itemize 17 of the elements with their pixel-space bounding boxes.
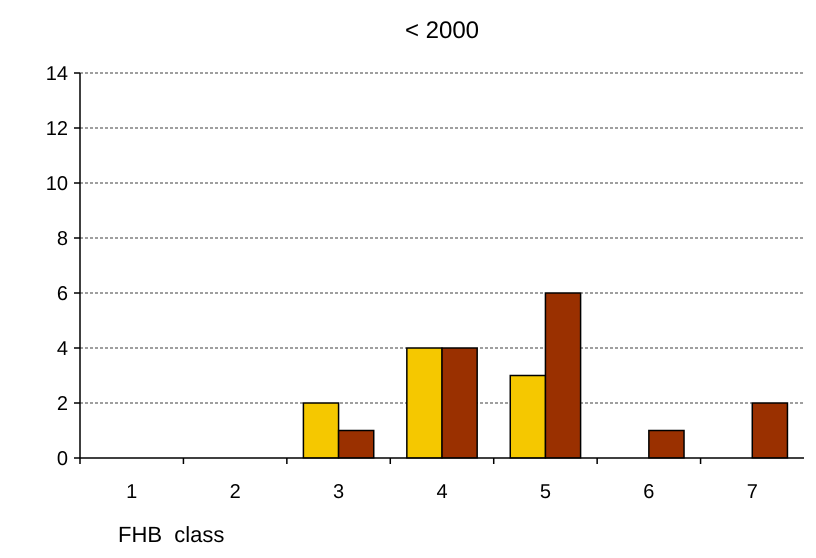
y-tick-label: 6 (56, 283, 68, 305)
y-tick-label: 4 (56, 338, 68, 360)
x-tick-label: 3 (333, 481, 344, 503)
x-tick-label: 6 (643, 481, 654, 503)
y-tick-label: 2 (56, 393, 68, 415)
y-tick-label: 12 (46, 118, 68, 140)
x-tick-label: 2 (230, 481, 241, 503)
y-tick-label: 10 (46, 173, 68, 195)
chart-title: < 2000 (404, 17, 480, 44)
x-axis-title: FHB class (118, 522, 224, 547)
x-tick-label: 5 (540, 481, 551, 503)
x-tick-label: 7 (746, 481, 758, 503)
x-tick-label: 1 (126, 481, 138, 503)
y-tick-label: 0 (56, 448, 68, 470)
x-tick-label: 4 (436, 481, 448, 503)
y-tick-label: 14 (46, 63, 68, 85)
y-tick-label: 8 (56, 228, 68, 250)
